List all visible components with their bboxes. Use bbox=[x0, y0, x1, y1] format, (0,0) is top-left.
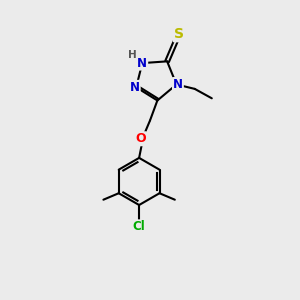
Text: Cl: Cl bbox=[133, 220, 146, 233]
Text: N: N bbox=[173, 78, 183, 91]
Text: N: N bbox=[130, 81, 140, 94]
Text: N: N bbox=[137, 57, 147, 70]
Text: O: O bbox=[135, 132, 146, 145]
Text: H: H bbox=[128, 50, 136, 60]
Text: S: S bbox=[174, 27, 184, 41]
